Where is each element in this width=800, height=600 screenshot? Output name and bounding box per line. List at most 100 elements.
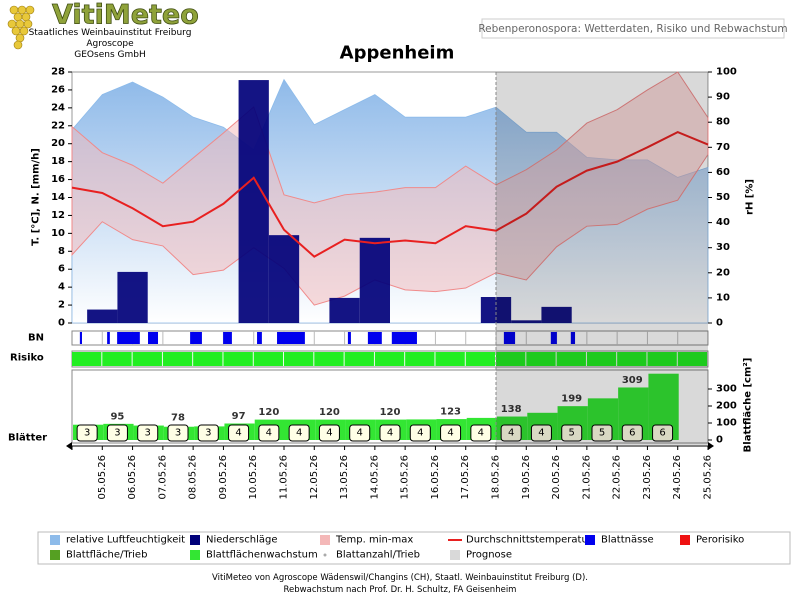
subtitle: Rebenperonospora: Wetterdaten, Risiko un… — [478, 23, 787, 35]
y2-tick-label: 30 — [716, 242, 730, 253]
leaf-count: 4 — [478, 428, 484, 439]
risk-cell — [162, 352, 193, 366]
y-tick-label: 6 — [58, 264, 65, 275]
growth-label: 78 — [171, 413, 185, 424]
risk-cell — [102, 352, 132, 366]
risk-cell — [374, 352, 405, 366]
growth-label: 120 — [380, 407, 401, 418]
y-tick-label: 10 — [51, 228, 65, 239]
legend-label: Blattanzahl/Trieb — [336, 550, 420, 561]
bn-period — [223, 332, 232, 344]
leaf-count: 3 — [84, 428, 90, 439]
leaf-count-box — [440, 424, 462, 442]
legend-swatch — [320, 535, 330, 545]
bn-period — [148, 332, 159, 344]
leaf-count-box — [106, 424, 128, 442]
leaf-count-box — [288, 424, 310, 442]
growth-label: 123 — [440, 407, 461, 418]
leaf-count: 4 — [357, 428, 363, 439]
row-label: Risiko — [10, 353, 44, 364]
y-tick-label: 26 — [51, 84, 65, 95]
x-axis-arrow — [66, 442, 72, 450]
logo-grapes — [7, 5, 35, 50]
y2-tick-label: 50 — [716, 192, 730, 203]
legend-box — [37, 531, 791, 565]
y2-tick-label: 70 — [716, 142, 730, 153]
leaf-axis-title: Blattfläche [cm²] — [743, 358, 754, 453]
footer: VitiMeteo von Agroscope Wädenswil/Changi… — [212, 573, 588, 583]
subtitle-box — [481, 18, 785, 39]
x-tick-label: 20.05.26 — [551, 455, 562, 500]
leaf-count: 4 — [266, 428, 272, 439]
legend-swatch — [190, 550, 200, 560]
y-tick-label: 14 — [51, 192, 65, 203]
leaf-count-box — [409, 424, 431, 442]
growth-label: 120 — [319, 407, 340, 418]
risk-cell — [193, 352, 223, 366]
x-tick-label: 06.05.26 — [127, 455, 138, 500]
leaf-y-tick-label: 0 — [716, 435, 723, 446]
bn-period — [347, 332, 351, 344]
leaf-count-box — [197, 424, 219, 442]
x-tick-label: 22.05.26 — [612, 455, 623, 500]
legend-swatch — [450, 550, 460, 560]
y-tick-label: 16 — [51, 174, 65, 185]
x-tick-label: 05.05.26 — [97, 455, 108, 500]
y-tick-label: 28 — [51, 67, 65, 78]
y2-tick-label: 0 — [716, 318, 723, 329]
x-axis-arrow — [708, 442, 714, 450]
legend-swatch — [323, 553, 327, 557]
risk-cell — [132, 352, 162, 366]
growth-label: 95 — [110, 411, 124, 422]
leaf-count: 4 — [326, 428, 332, 439]
leaf-count-box — [379, 424, 401, 442]
leaf-count: 3 — [145, 428, 151, 439]
x-tick-label: 15.05.26 — [400, 455, 411, 500]
leaf-count-box — [258, 424, 280, 442]
risk-cell — [72, 352, 102, 366]
leaf-count: 4 — [387, 428, 393, 439]
precip-bar — [238, 80, 269, 323]
legend-label: Niederschläge — [206, 535, 277, 546]
legend-label: Durchschnittstemperatur — [466, 535, 593, 546]
legend-label: Blattfläche/Trieb — [66, 550, 147, 561]
precip-bar — [268, 235, 300, 323]
prognose-area — [496, 72, 708, 445]
legend-label: Temp. min-max — [335, 535, 413, 546]
leaf-count-box — [318, 424, 340, 442]
risk-cell — [223, 352, 253, 366]
x-tick-label: 13.05.26 — [339, 455, 350, 500]
bn-period — [190, 332, 202, 344]
leaf-y-tick-label: 300 — [716, 384, 737, 395]
x-tick-label: 23.05.26 — [642, 455, 653, 500]
precip-bar — [359, 237, 390, 323]
growth-label: 97 — [232, 411, 246, 422]
leaf-count: 4 — [447, 428, 453, 439]
legend-swatch — [50, 535, 60, 545]
bn-period — [117, 332, 140, 344]
risk-cell — [465, 352, 496, 366]
legend-swatch — [190, 535, 200, 545]
bn-period — [391, 332, 417, 344]
legend-label: Prognose — [466, 550, 512, 561]
precip-bar — [87, 309, 118, 323]
chart-title: Appenheim — [340, 43, 455, 64]
growth-label: 120 — [258, 407, 279, 418]
x-tick-label: 16.05.26 — [430, 455, 441, 500]
risk-cell — [314, 352, 344, 366]
logo: VitiMeteo — [52, 0, 199, 31]
leaf-count-box — [228, 424, 250, 442]
risk-cell — [405, 352, 435, 366]
legend-swatch — [585, 535, 595, 545]
y-tick-label: 22 — [51, 120, 65, 131]
x-tick-label: 11.05.26 — [279, 455, 290, 500]
precip-bar — [329, 297, 360, 323]
y-tick-label: 18 — [51, 156, 65, 167]
leaf-count: 4 — [296, 428, 302, 439]
bn-period — [367, 332, 382, 344]
legend-label: Perorisiko — [696, 535, 744, 546]
leaf-count: 3 — [114, 428, 120, 439]
legend-label: Blattflächenwachstum — [206, 550, 318, 561]
y-tick-label: 12 — [51, 210, 65, 221]
